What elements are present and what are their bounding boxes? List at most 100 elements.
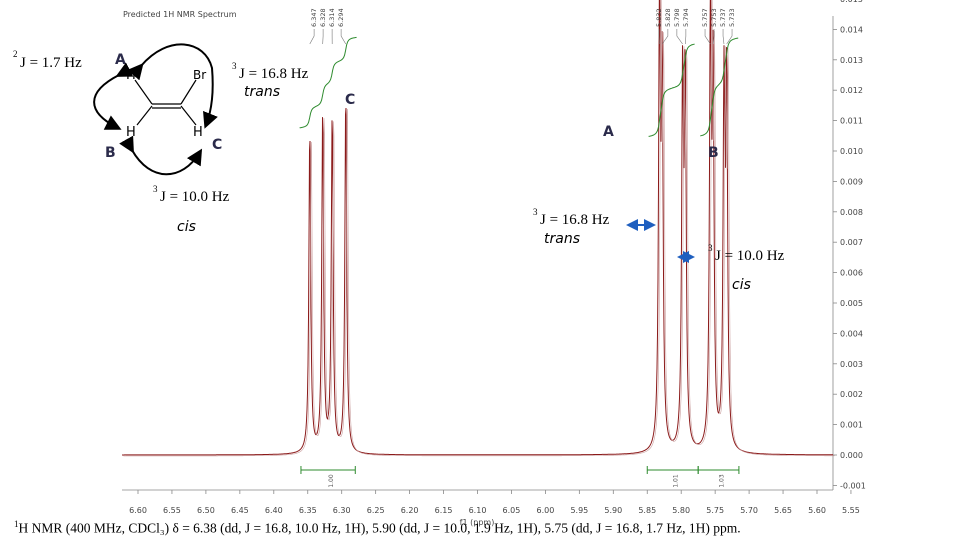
label-b-molecule: B <box>105 145 116 161</box>
peak-label: 5.794 <box>682 8 690 27</box>
y-tick-label: 0.009 <box>840 177 863 186</box>
atom-h-a: H <box>126 68 136 83</box>
y-tick-label: -0.001 <box>840 481 866 490</box>
cis-left-sup: 3 <box>153 184 158 194</box>
x-tick-label: 6.10 <box>469 506 487 515</box>
y-tick-label: 0.011 <box>840 117 863 126</box>
y-tick-label: 0.004 <box>840 329 863 338</box>
atom-h-c: H <box>193 125 203 140</box>
peak-label: 5.733 <box>728 8 736 27</box>
y-tick-label: 0.002 <box>840 390 863 399</box>
chart-title: Predicted 1H NMR Spectrum <box>123 10 237 19</box>
atom-h-b: H <box>126 125 136 140</box>
x-tick-label: 5.65 <box>774 506 792 515</box>
label-a-peak: A <box>603 124 614 140</box>
cis-right-word: cis <box>732 277 751 293</box>
label-c-peak: C <box>345 92 355 108</box>
geminal-text: J = 1.7 Hz <box>20 55 82 71</box>
peak-label: 5.798 <box>673 8 681 27</box>
x-tick-label: 5.60 <box>808 506 826 515</box>
y-tick-label: 0.007 <box>840 238 863 247</box>
cis-left-word: cis <box>177 219 196 235</box>
atom-br: Br <box>193 68 206 82</box>
bond-upper-left <box>134 79 153 105</box>
x-tick-label: 6.45 <box>231 506 249 515</box>
peak-leader-line <box>722 29 725 45</box>
peak-label: 5.737 <box>719 8 727 27</box>
integral-curve <box>700 37 739 137</box>
cis-right-text: J = 10.0 Hz <box>715 248 785 264</box>
y-tick-label: 0.012 <box>840 86 863 95</box>
footer-text: H NMR (400 MHz, CDCl₃) δ = 6.38 (dd, J =… <box>18 520 741 536</box>
annotation-trans-top: 3 J = 16.8 Hz trans <box>232 61 309 100</box>
peak-label: 5.828 <box>664 8 672 27</box>
integral-value: 1.01 <box>673 474 680 488</box>
cis-right-sup: 3 <box>708 243 713 253</box>
bond-upper-right <box>180 79 197 105</box>
x-tick-label: 6.40 <box>265 506 283 515</box>
x-tick-label: 5.55 <box>842 506 860 515</box>
x-axis-label: f1 (ppm) <box>460 518 495 527</box>
integral-curve <box>648 43 695 137</box>
trans-right-text: J = 16.8 Hz <box>540 212 610 228</box>
label-c-molecule: C <box>212 137 222 153</box>
x-tick-label: 6.60 <box>129 506 147 515</box>
nmr-data-footer: 1H NMR (400 MHz, CDCl₃) δ = 6.38 (dd, J … <box>14 519 741 537</box>
peak-label: 6.314 <box>328 8 336 27</box>
peak-leader-line <box>676 29 683 45</box>
x-tick-label: 6.30 <box>333 506 351 515</box>
x-tick-label: 5.70 <box>740 506 758 515</box>
x-tick-label: 6.25 <box>367 506 385 515</box>
peak-label: 6.294 <box>337 8 345 27</box>
y-tick-label: 0.013 <box>840 56 863 65</box>
bond-lower-right <box>180 105 197 126</box>
integral-curve <box>299 36 357 129</box>
y-tick-label: 0.003 <box>840 360 863 369</box>
peak-label: 6.347 <box>310 8 318 27</box>
trans-arrow <box>127 43 218 129</box>
x-tick-label: 6.20 <box>401 506 419 515</box>
y-tick-label: 0.014 <box>840 25 863 34</box>
annotation-trans-right: 3 J = 16.8 Hz trans <box>533 207 656 247</box>
footer-sup: 1 <box>14 519 19 529</box>
peak-leader-line <box>340 29 347 45</box>
geminal-arrow <box>93 62 134 130</box>
cis-arrow <box>119 135 203 176</box>
peak-label: 5.753 <box>710 8 718 27</box>
integral-curves <box>299 36 739 137</box>
integral-value: 1.00 <box>328 474 335 488</box>
trans-top-sup: 3 <box>232 61 237 71</box>
annotation-geminal: 2 J = 1.7 Hz <box>13 49 82 71</box>
peak-label: 6.328 <box>319 8 327 27</box>
y-tick-label: 0.005 <box>840 299 863 308</box>
y-tick-label: 0.006 <box>840 269 863 278</box>
peak-leader-line <box>712 29 715 45</box>
peak-leader-line <box>704 29 711 45</box>
x-tick-label: 6.55 <box>163 506 181 515</box>
trans-top-word: trans <box>244 84 280 100</box>
trans-top-text: J = 16.8 Hz <box>239 66 309 82</box>
label-a-molecule: A <box>115 52 126 68</box>
annotation-cis-right: 3 J = 10.0 Hz cis <box>677 243 785 293</box>
peak-leader-line <box>658 29 660 45</box>
y-tick-label: 0.000 <box>840 451 863 460</box>
x-tick-label: 6.50 <box>197 506 215 515</box>
trans-right-sup: 3 <box>533 207 538 217</box>
cis-left-text: J = 10.0 Hz <box>160 189 230 205</box>
x-tick-label: 6.35 <box>299 506 317 515</box>
x-tick-label: 5.90 <box>604 506 622 515</box>
label-b-peak: B <box>708 145 719 161</box>
trans-right-word: trans <box>544 231 580 247</box>
bond-lower-left <box>136 105 153 126</box>
peak-leader-line <box>661 29 669 45</box>
peak-leader-line <box>684 29 687 45</box>
y-axis-ticks: 0.015 0.014 0.013 0.012 0.011 0.010 0.009 0.008… <box>833 0 866 490</box>
peak-labels: 6.347 6.328 6.314 6.294 5.832 5.828 5.798 5.794… <box>309 8 736 45</box>
peak-leader-line <box>726 29 733 45</box>
x-tick-label: 5.80 <box>672 506 690 515</box>
y-tick-label: 0.010 <box>840 147 863 156</box>
peak-label: 5.757 <box>701 8 709 27</box>
integral-value: 1.03 <box>719 474 726 488</box>
x-tick-label: 6.15 <box>435 506 453 515</box>
